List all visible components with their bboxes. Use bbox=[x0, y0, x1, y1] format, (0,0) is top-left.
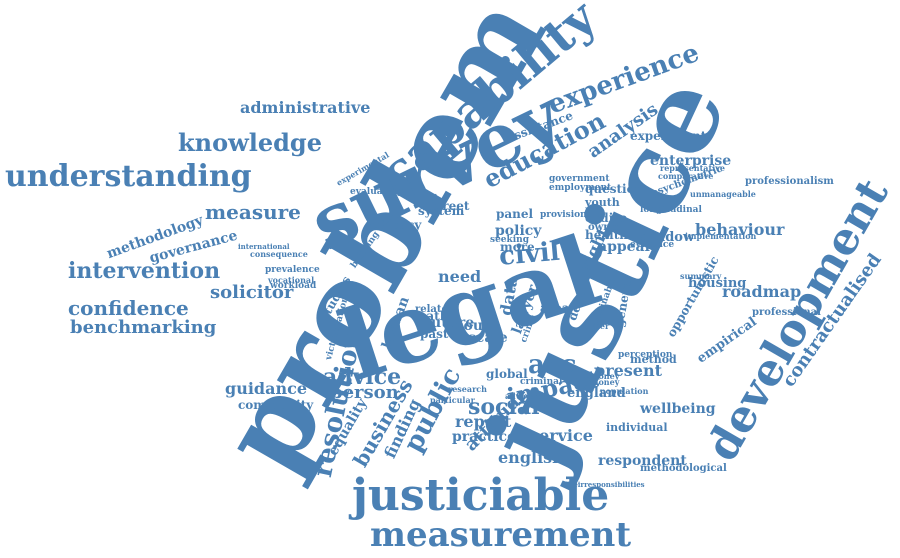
cloud-word: report bbox=[455, 412, 512, 431]
cloud-word: community bbox=[238, 398, 314, 412]
cloud-word: practice bbox=[452, 429, 516, 445]
cloud-word: policy bbox=[495, 223, 542, 239]
cloud-word: understanding bbox=[5, 159, 252, 194]
cloud-word: housing bbox=[688, 276, 747, 291]
cloud-word: provision bbox=[540, 210, 587, 220]
cloud-word: measurement bbox=[370, 515, 632, 555]
cloud-word: advocacy bbox=[505, 391, 546, 401]
cloud-word: methodological bbox=[640, 463, 727, 474]
cloud-word: question bbox=[585, 182, 644, 196]
cloud-word: population bbox=[600, 386, 649, 396]
cloud-word: perception bbox=[618, 350, 673, 360]
cloud-word: related bbox=[415, 304, 455, 315]
cloud-word: individual bbox=[606, 421, 668, 434]
cloud-word: implementation bbox=[685, 231, 757, 241]
cloud-word: appeal bbox=[598, 239, 650, 255]
cloud-word: service bbox=[530, 426, 593, 445]
cloud-word: efficacy bbox=[370, 218, 422, 232]
cloud-word: theirresponsibilities bbox=[565, 480, 645, 489]
cloud-word: international bbox=[238, 242, 290, 251]
cloud-word: acc bbox=[528, 350, 577, 380]
cloud-word: wellbeing bbox=[640, 401, 716, 417]
cloud-word: development bbox=[696, 170, 899, 470]
cloud-word: summary bbox=[680, 271, 722, 281]
cloud-word: english bbox=[498, 448, 564, 467]
cloud-word: government bbox=[549, 174, 610, 184]
cloud-word: street bbox=[430, 199, 470, 213]
cloud-word: professionalism bbox=[745, 176, 834, 187]
cloud-word: administrative bbox=[240, 98, 371, 117]
cloud-word: enterprise bbox=[650, 153, 732, 169]
cloud-word: guidance bbox=[225, 379, 308, 398]
cloud-word: representative bbox=[660, 163, 725, 173]
cloud-word: court bbox=[455, 318, 497, 334]
cloud-word: health bbox=[585, 228, 628, 242]
cloud-word: solicitor bbox=[210, 282, 294, 303]
cloud-word: panel bbox=[496, 207, 534, 221]
cloud-word: scale bbox=[468, 330, 508, 346]
cloud-word: justiciable bbox=[352, 470, 610, 521]
cloud-word: need bbox=[438, 267, 482, 286]
cloud-word: intervention bbox=[68, 258, 221, 284]
cloud-word: seeking bbox=[490, 235, 530, 245]
cloud-word: person bbox=[330, 382, 399, 403]
cloud-word: consequence bbox=[250, 249, 308, 259]
cloud-word: owner bbox=[588, 222, 623, 233]
cloud-word: more bbox=[500, 240, 535, 254]
cloud-word: evidence bbox=[630, 240, 675, 250]
cloud-word: present bbox=[594, 361, 663, 380]
cloud-word: future bbox=[425, 315, 475, 331]
cloud-word: social bbox=[468, 394, 540, 420]
cloud-word: other bbox=[585, 321, 610, 331]
cloud-word: shadow bbox=[640, 230, 695, 245]
cloud-word: confidence bbox=[68, 296, 189, 320]
cloud-word: area bbox=[540, 301, 570, 315]
cloud-word: prevalence bbox=[265, 265, 320, 275]
cloud-word: past bbox=[420, 327, 449, 341]
cloud-word: employment bbox=[549, 183, 612, 193]
cloud-word: vocational bbox=[268, 275, 315, 285]
cloud-word: system bbox=[418, 204, 465, 218]
cloud-word: respondent bbox=[598, 453, 687, 469]
cloud-word: measure bbox=[205, 200, 301, 224]
cloud-word: longitudinal bbox=[640, 205, 702, 215]
cloud-word: behaviour bbox=[695, 220, 785, 239]
cloud-word: codire bbox=[585, 211, 628, 225]
cloud-word: england bbox=[567, 386, 626, 401]
cloud-word: global bbox=[486, 367, 528, 381]
cloud-word: money bbox=[590, 377, 620, 387]
cloud-word: roadmap bbox=[722, 282, 802, 301]
cloud-word: research bbox=[448, 384, 487, 394]
cloud-word: professional bbox=[752, 307, 821, 318]
cloud-word: benchmarking bbox=[70, 317, 217, 338]
cloud-word: method bbox=[630, 353, 677, 366]
cloud-word: experiment bbox=[630, 129, 707, 143]
cloud-word: criminal bbox=[520, 377, 563, 387]
cloud-word: comparative bbox=[658, 171, 714, 181]
cloud-word: workload bbox=[270, 281, 317, 291]
cloud-word: money bbox=[590, 371, 620, 381]
cloud-word: youth bbox=[585, 196, 620, 209]
cloud-word: path bbox=[418, 309, 449, 323]
cloud-word: unmanageable bbox=[690, 189, 756, 199]
cloud-word: knowledge bbox=[178, 128, 322, 157]
cloud-word: evaluating bbox=[350, 187, 403, 197]
cloud-word: advice bbox=[323, 364, 402, 390]
cloud-word: particular bbox=[430, 395, 475, 405]
